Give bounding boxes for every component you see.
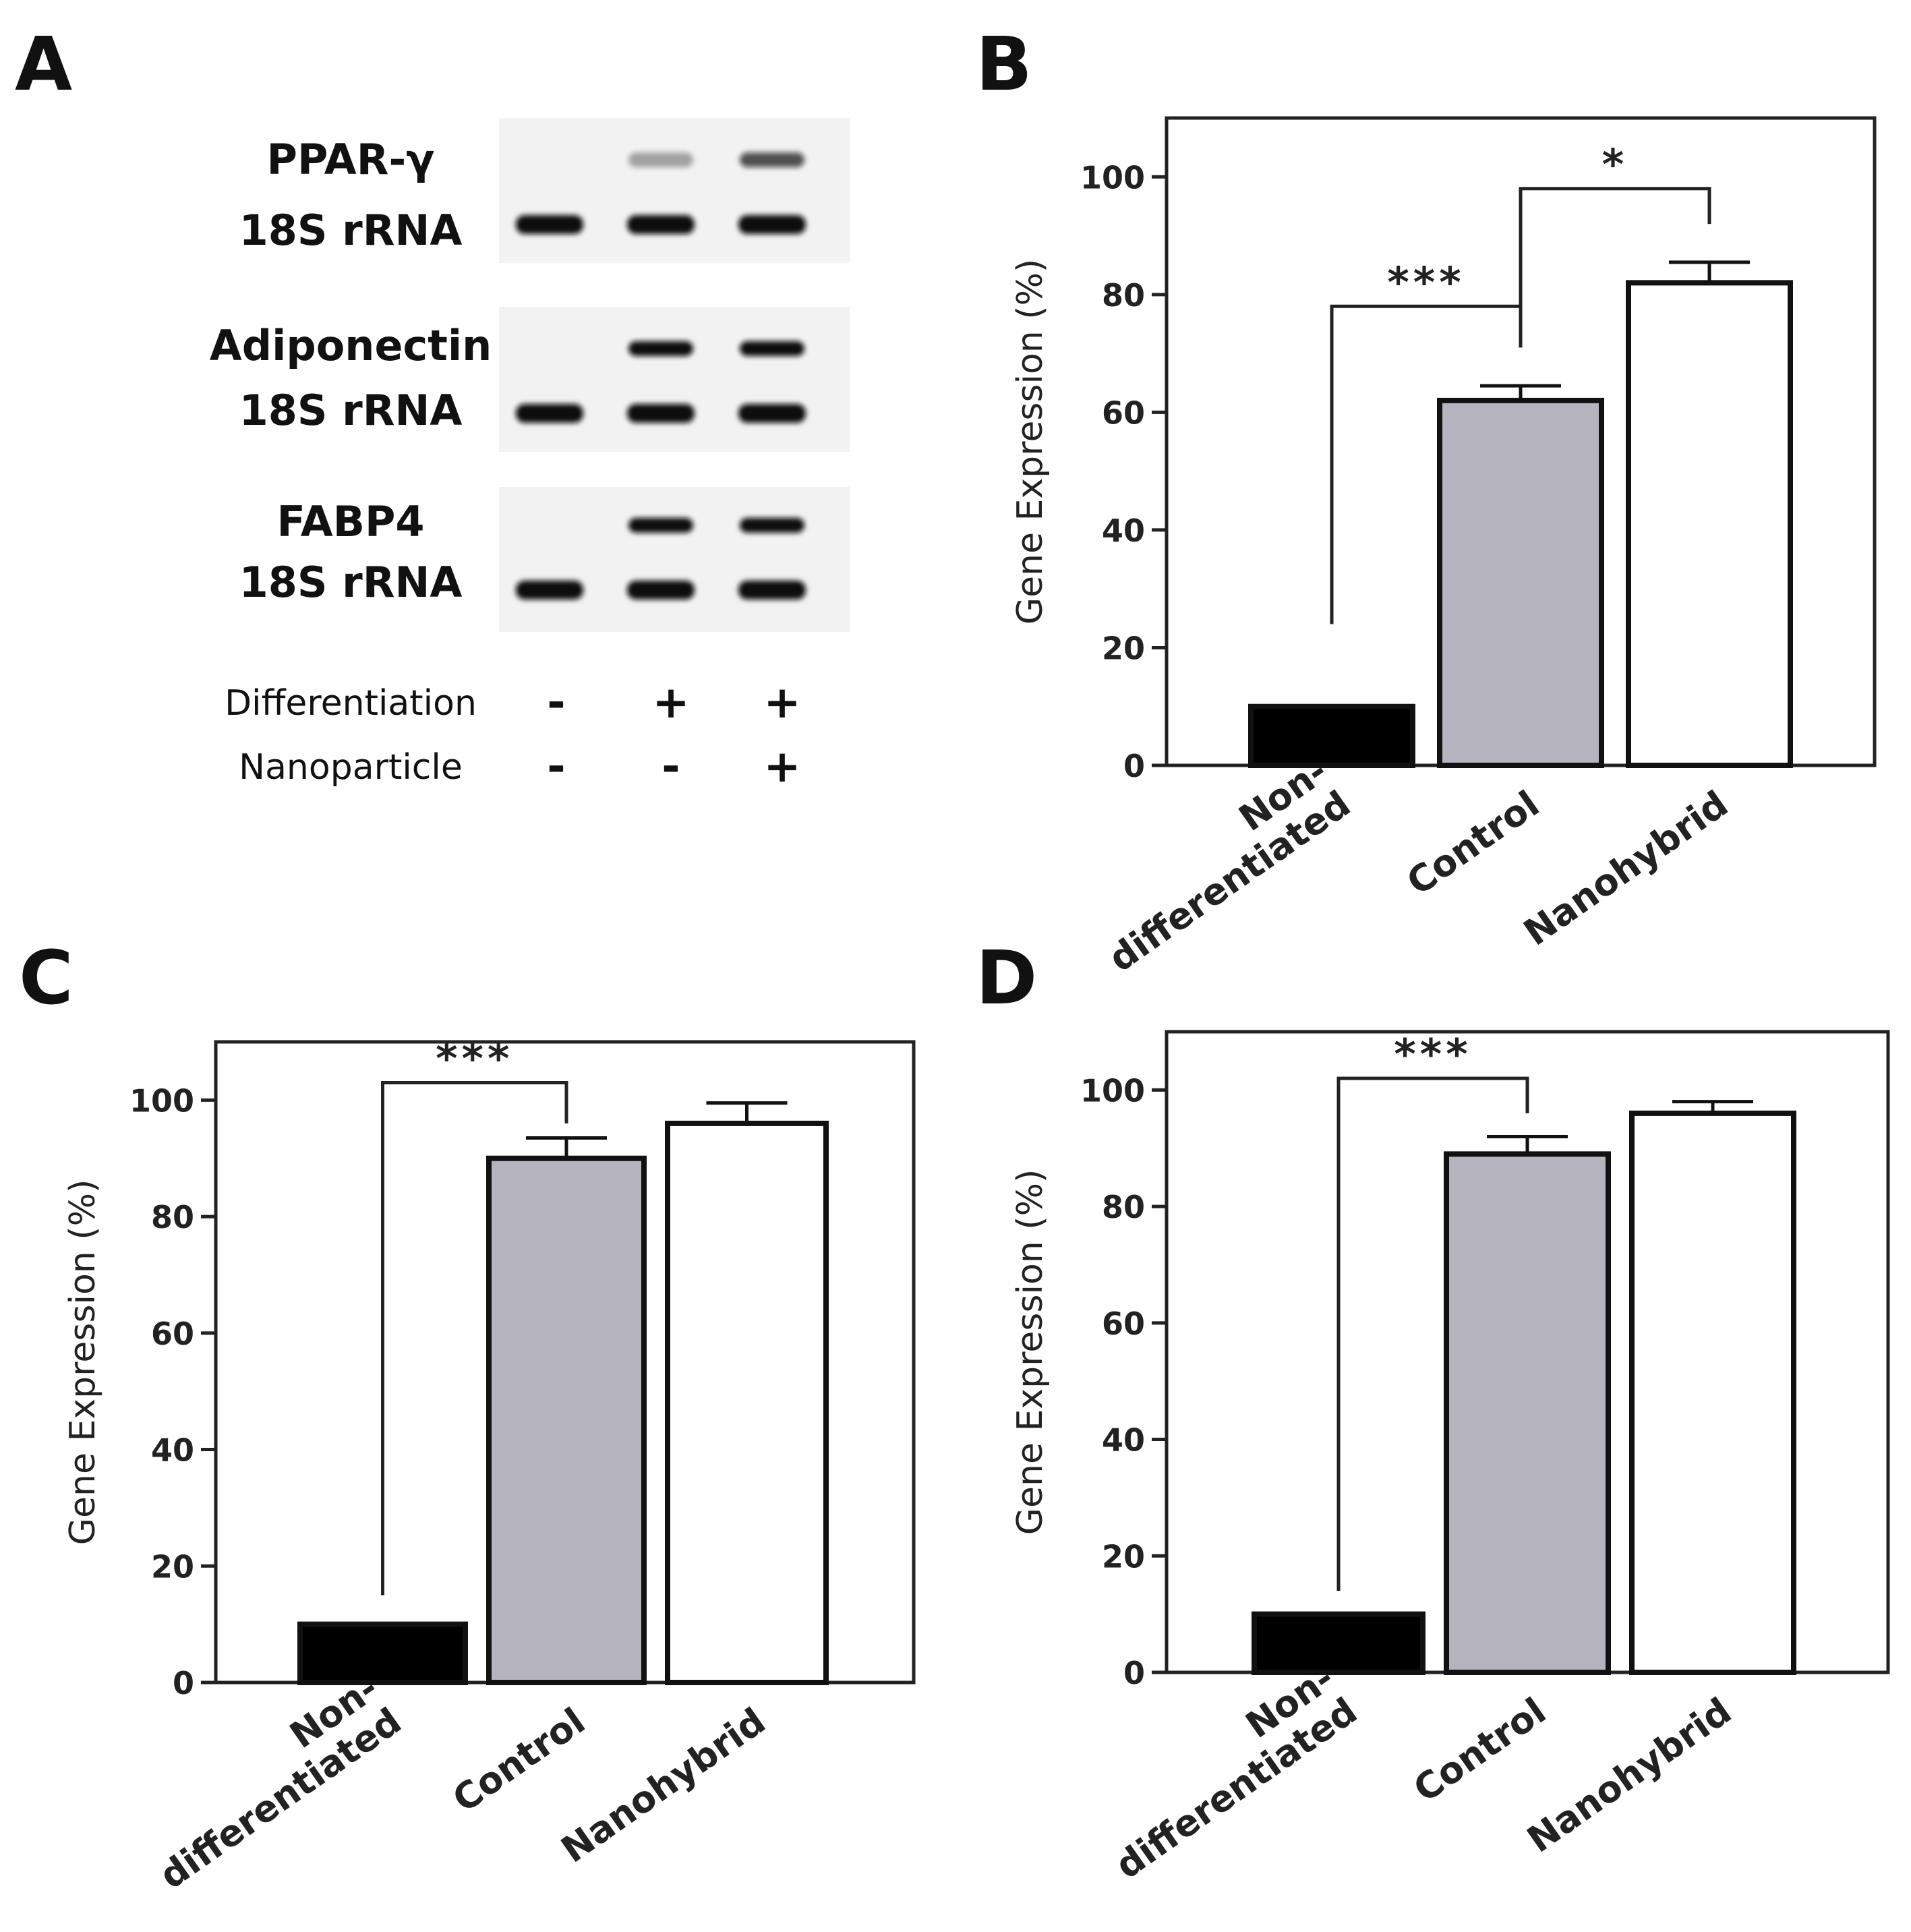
category-label-1: Control	[1399, 782, 1547, 904]
gel-band-target	[740, 152, 804, 167]
y-tick-label: 80	[151, 1199, 194, 1235]
y-tick-label: 100	[1080, 1072, 1145, 1109]
gel-band-target	[628, 518, 693, 533]
gel-band-reference	[738, 215, 806, 234]
y-tick-label: 20	[1102, 630, 1145, 666]
gel-band-reference	[627, 404, 695, 423]
category-label-1: Control	[445, 1699, 593, 1821]
y-tick-label: 40	[151, 1432, 194, 1469]
category-label-1: Control	[1406, 1689, 1554, 1811]
y-tick-label: 100	[129, 1082, 194, 1119]
y-axis-label: Gene Expression (%)	[63, 1179, 103, 1546]
category-label: Control	[1399, 782, 1547, 904]
category-label: differentiated	[1108, 1689, 1365, 1887]
gel-target-label: FABP4	[276, 497, 424, 546]
y-tick-label: 40	[1102, 513, 1145, 549]
y-axis-label: Gene Expression (%)	[1010, 1169, 1051, 1535]
gel-band-reference	[627, 215, 695, 234]
y-tick-label: 80	[1102, 277, 1145, 314]
panel-letter-b: B	[976, 21, 1032, 107]
bar-1	[1444, 1151, 1611, 1675]
gel-panel: PPAR-γ 18S rRNA Adiponectin 18S rRNA FABP4 18…	[210, 118, 850, 792]
gel-band-reference	[516, 581, 583, 599]
category-label: differentiated	[1101, 782, 1358, 980]
gel-band-target	[740, 341, 804, 356]
y-tick-label: 80	[1102, 1189, 1145, 1225]
y-tick-label: 20	[1102, 1538, 1145, 1575]
category-label: Nanohybrid	[1516, 782, 1736, 954]
y-tick-label: 0	[173, 1665, 194, 1701]
bar-1	[486, 1155, 647, 1685]
gel-box	[499, 307, 850, 452]
condition-sign: +	[652, 676, 689, 728]
bar-0	[1248, 703, 1415, 769]
y-tick-label: 60	[151, 1316, 194, 1352]
significance-bracket	[1336, 1076, 1529, 1591]
category-label: Nanohybrid	[1519, 1689, 1739, 1861]
condition-sign: +	[763, 676, 800, 728]
category-label-0: Non-differentiated	[152, 1666, 409, 1897]
panel-letter-c: C	[19, 935, 74, 1021]
bar-1	[1437, 397, 1604, 768]
bar-2	[1626, 280, 1793, 768]
gel-band-reference	[627, 581, 695, 599]
category-label-2: Nanohybrid	[1516, 782, 1736, 954]
condition-sign: +	[763, 740, 800, 792]
gel-reference-label: 18S rRNA	[239, 386, 463, 435]
bar-0	[297, 1621, 468, 1686]
condition-label: Differentiation	[225, 683, 477, 724]
y-tick-label: 0	[1123, 1655, 1145, 1691]
bar-2	[1629, 1110, 1796, 1675]
condition-sign: -	[662, 740, 680, 792]
gel-reference-label: 18S rRNA	[239, 558, 463, 607]
gel-reference-label: 18S rRNA	[239, 206, 463, 255]
gel-box	[499, 487, 850, 632]
category-label: Control	[445, 1699, 593, 1821]
panel-letter-d: D	[976, 935, 1038, 1021]
gel-band-reference	[516, 215, 583, 234]
gel-band-target	[628, 341, 693, 356]
gel-band-target	[628, 152, 693, 167]
gel-band-reference	[516, 404, 583, 423]
significance-label: ***	[1394, 1030, 1471, 1079]
y-tick-label: 100	[1080, 159, 1145, 196]
y-tick-label: 60	[1102, 1306, 1145, 1342]
gel-band-reference	[738, 404, 806, 423]
gel-target-label: Adiponectin	[210, 321, 492, 370]
y-tick-label: 40	[1102, 1422, 1145, 1459]
y-tick-label: 60	[1102, 394, 1145, 431]
bar-2	[665, 1120, 829, 1685]
category-label-2: Nanohybrid	[554, 1699, 773, 1871]
gel-box	[499, 118, 850, 263]
gel-target-label: PPAR-γ	[267, 135, 435, 184]
chart-c: 0 20 40 60 80 100 Gene Expression (%) *** Non-di…	[63, 1034, 916, 1898]
category-label: Nanohybrid	[554, 1699, 773, 1871]
significance-label: ***	[436, 1034, 513, 1083]
condition-sign: -	[547, 740, 565, 792]
category-label: differentiated	[152, 1699, 409, 1897]
y-tick-label: 0	[1123, 748, 1145, 784]
gel-band-target	[740, 518, 804, 533]
significance-label: ***	[1387, 258, 1465, 307]
panel-letter-a: A	[15, 21, 73, 107]
significance-bracket	[1519, 187, 1711, 342]
significance-label: *	[1602, 140, 1628, 189]
y-tick-label: 20	[151, 1548, 194, 1585]
significance-bracket	[381, 1080, 568, 1596]
bar-0	[1252, 1611, 1425, 1676]
condition-label: Nanoparticle	[239, 747, 463, 788]
condition-sign: -	[547, 676, 565, 728]
category-label: Control	[1406, 1689, 1554, 1811]
category-label-0: Non-differentiated	[1101, 749, 1358, 980]
y-axis-label: Gene Expression (%)	[1010, 259, 1051, 625]
category-label-2: Nanohybrid	[1519, 1689, 1739, 1861]
gel-band-reference	[738, 581, 806, 599]
